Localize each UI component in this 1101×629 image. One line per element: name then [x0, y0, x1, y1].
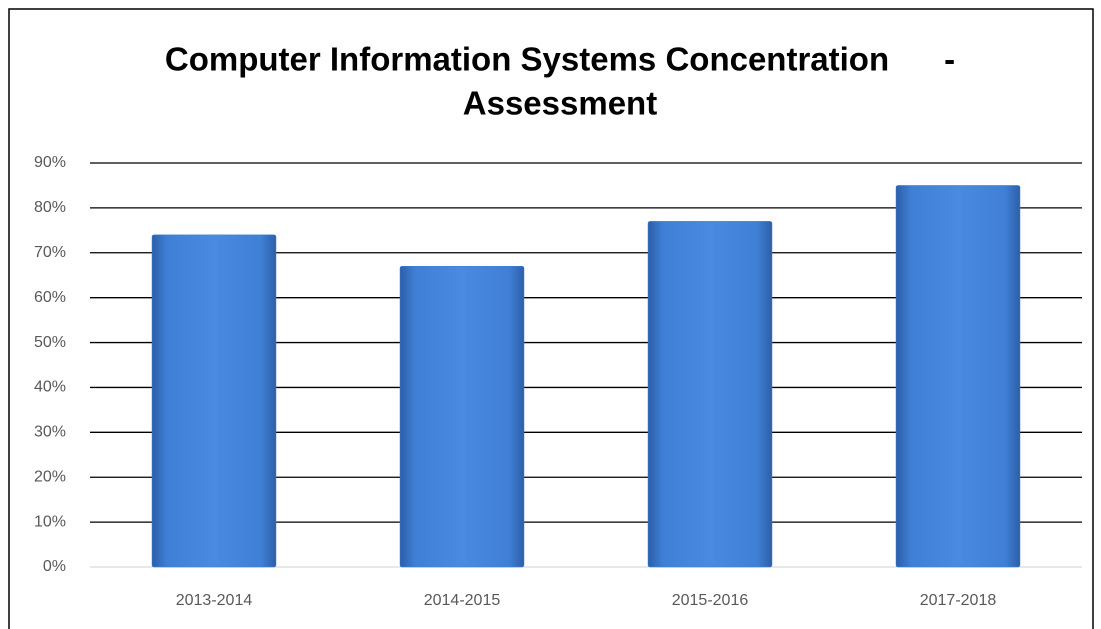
y-tick-label: 20% — [34, 468, 66, 485]
y-tick-label: 50% — [34, 334, 66, 351]
bar — [399, 265, 525, 568]
x-tick-label: 2015-2016 — [672, 592, 749, 609]
y-tick-label: 70% — [34, 244, 66, 261]
y-tick-label: 10% — [34, 513, 66, 530]
bar — [151, 234, 277, 568]
y-tick-label: 90% — [34, 154, 66, 171]
chart-title: Computer Information Systems Concentrati… — [165, 41, 955, 78]
bar — [895, 185, 1021, 568]
bar — [647, 221, 773, 568]
x-tick-label: 2014-2015 — [424, 592, 501, 609]
y-tick-label: 40% — [34, 379, 66, 396]
x-tick-label: 2017-2018 — [920, 592, 997, 609]
chart-border — [8, 8, 1094, 629]
chart-title: Assessment — [463, 85, 657, 122]
y-tick-label: 60% — [34, 289, 66, 306]
y-tick-label: 0% — [43, 558, 66, 575]
y-tick-label: 30% — [34, 424, 66, 441]
y-tick-label: 80% — [34, 199, 66, 216]
x-tick-label: 2013-2014 — [176, 592, 253, 609]
